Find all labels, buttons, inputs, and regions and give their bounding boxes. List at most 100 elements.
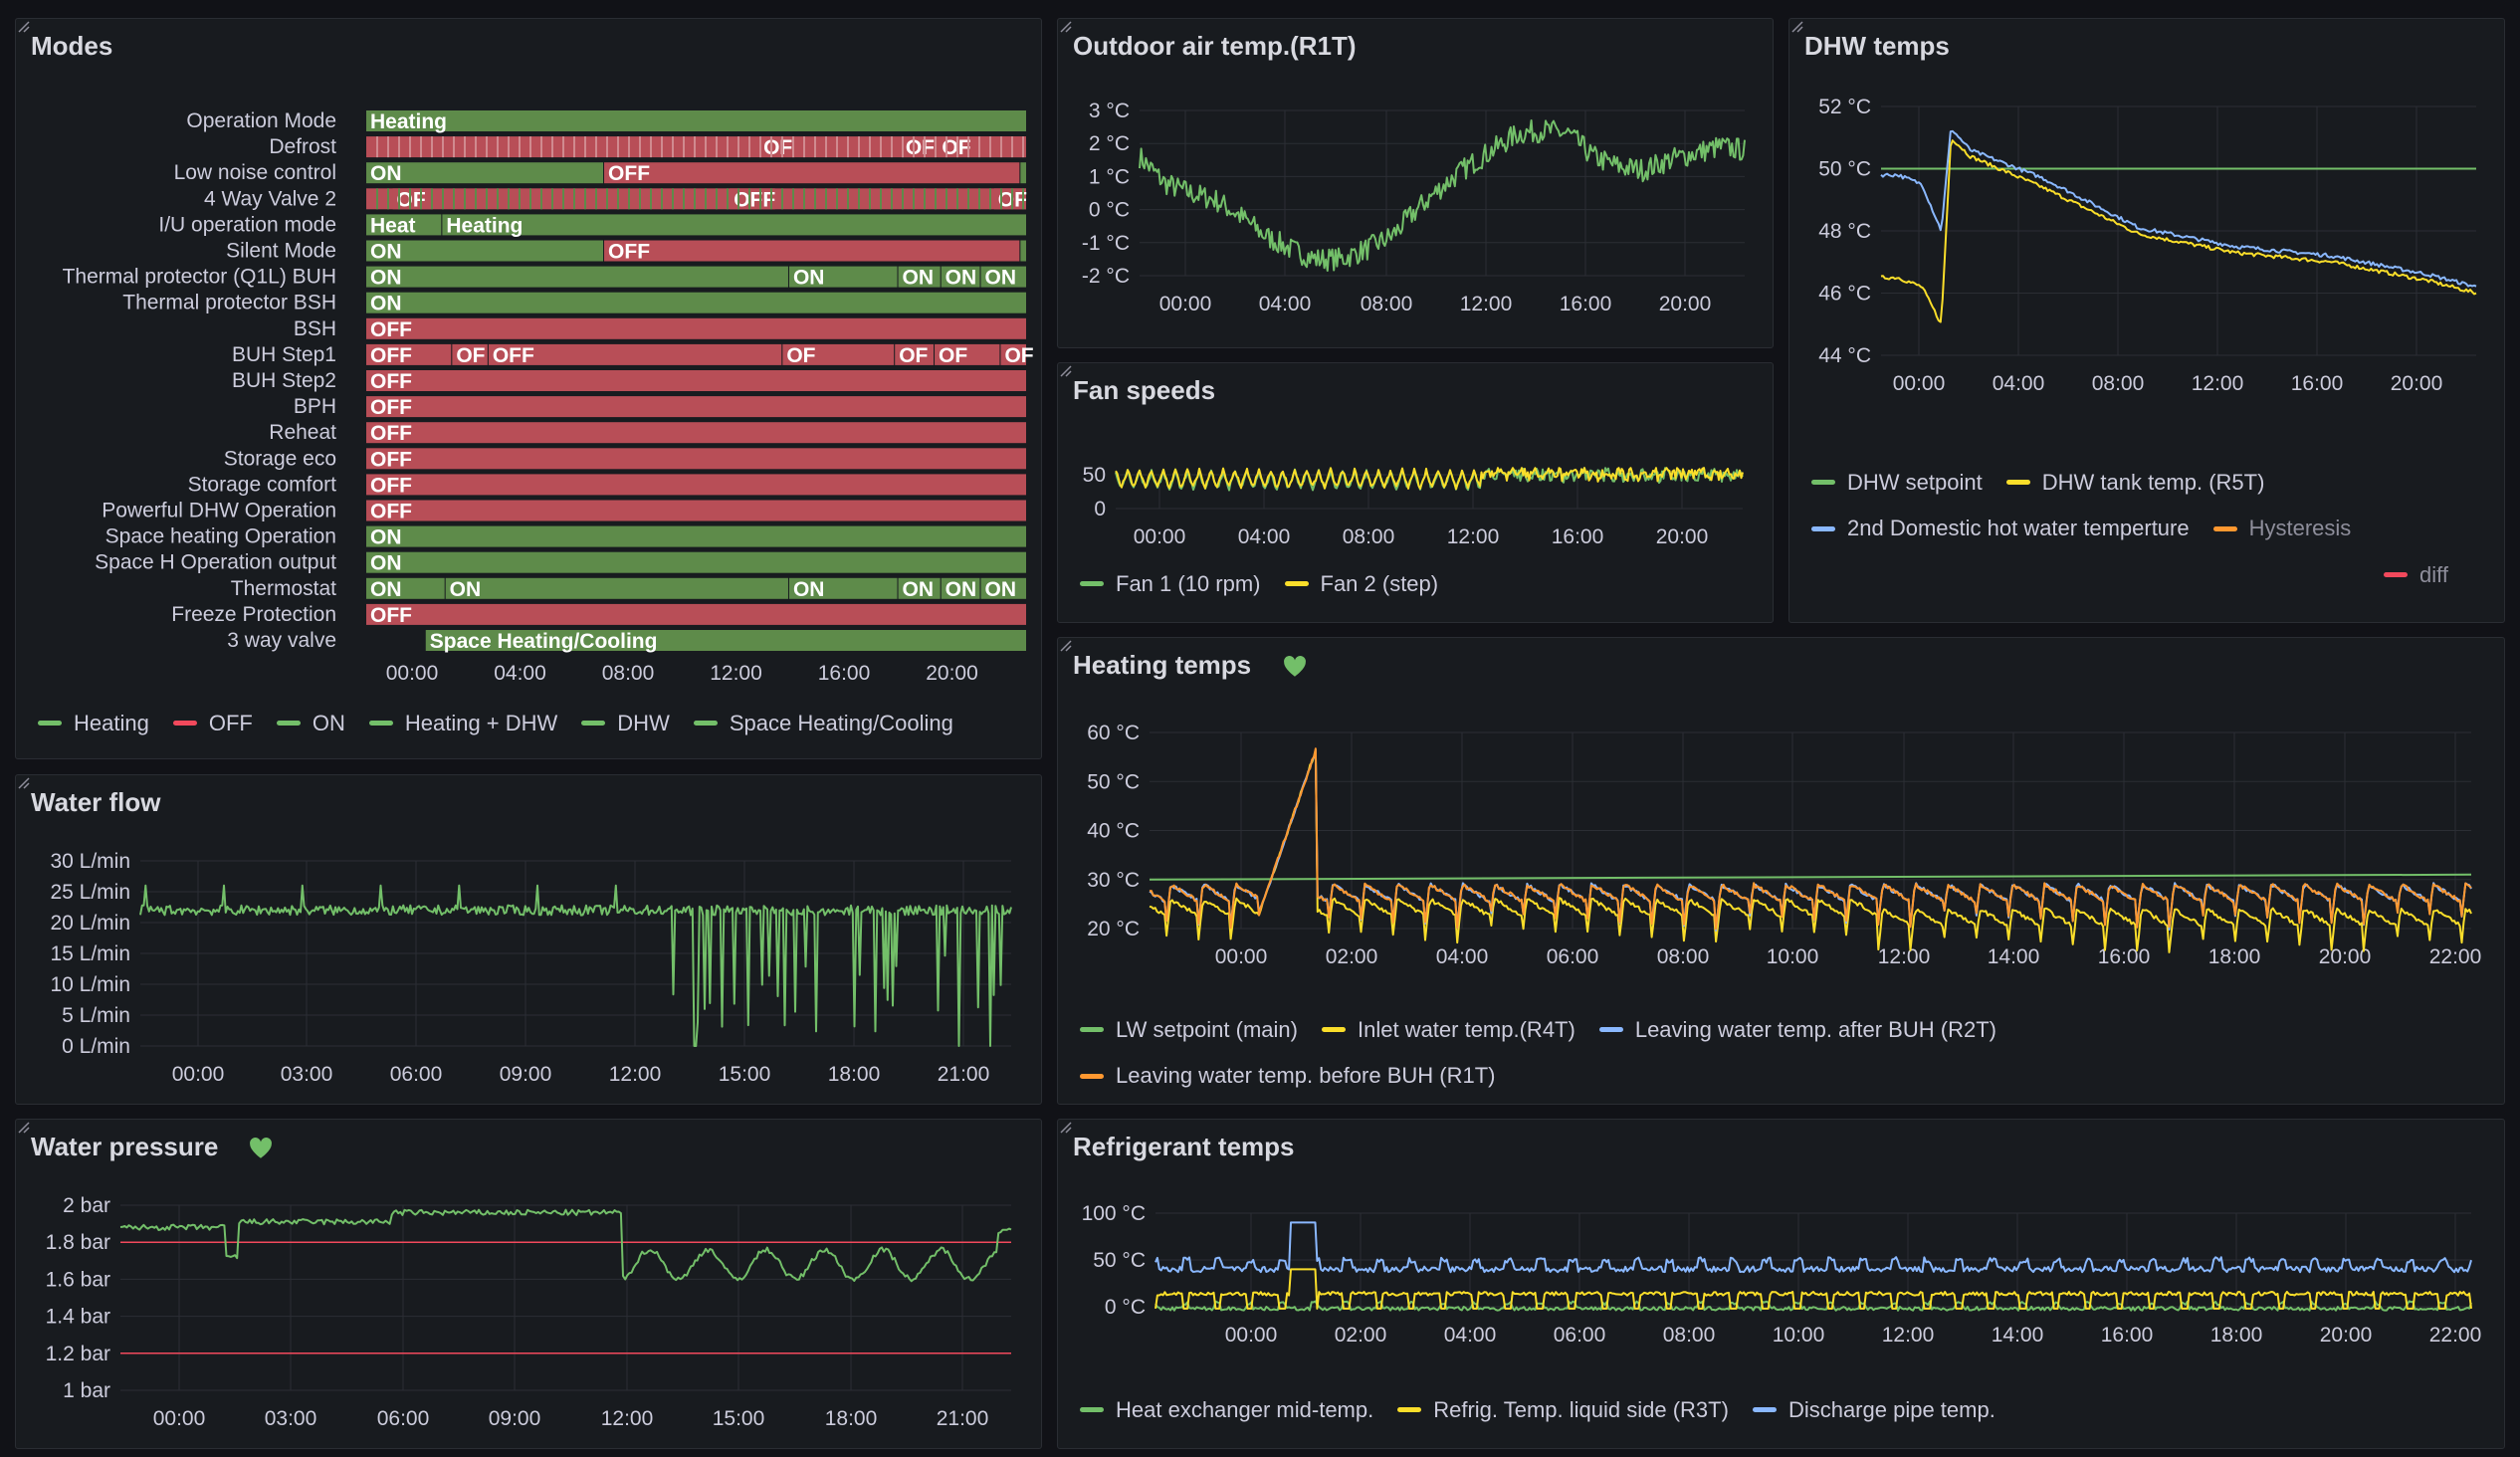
- state-tick: [1011, 188, 1013, 210]
- x-tick-label: 06:00: [377, 1407, 430, 1430]
- legend-item[interactable]: 2nd Domestic hot water temperture: [1811, 508, 2190, 549]
- x-tick-label: 16:00: [2291, 372, 2344, 395]
- legend-label: OFF: [208, 710, 253, 735]
- row-label: Low noise control: [174, 161, 336, 184]
- x-tick-label: 12:00: [1882, 1324, 1935, 1347]
- resize-handle-icon[interactable]: [1789, 19, 1803, 33]
- x-tick-label: 00:00: [153, 1407, 206, 1430]
- resize-handle-icon[interactable]: [16, 1120, 30, 1134]
- legend-item[interactable]: Leaving water temp. before BUH (R1T): [1080, 1055, 1496, 1097]
- state-label: ON: [450, 578, 482, 601]
- y-tick-label: 0 °C: [1105, 1296, 1146, 1319]
- x-tick-label: 09:00: [489, 1407, 541, 1430]
- legend-item[interactable]: DHW setpoint: [1811, 462, 1983, 504]
- outdoor-temp-chart: 3 °C 2 °C 1 °C 0 °C -1 °C -2 °C 00:00 04:00 08:0…: [1082, 100, 1746, 315]
- legend-label: DHW setpoint: [1847, 469, 1983, 495]
- heating-temps-panel[interactable]: Heating temps 60 °C 50 °C 40 °C 30 °C 20 °C 0…: [1057, 637, 2505, 1105]
- state-tick: [475, 136, 477, 158]
- legend-swatch: [1284, 581, 1309, 586]
- state-tick: [584, 136, 586, 158]
- x-tick-label: 00:00: [1225, 1324, 1278, 1347]
- y-tick-label: 1 bar: [63, 1379, 110, 1402]
- state-tick: [967, 136, 969, 158]
- legend-item[interactable]: Discharge pipe temp.: [1752, 1397, 1995, 1423]
- state-label: OFF: [370, 396, 412, 419]
- legend-item[interactable]: DHW tank temp. (R5T): [2005, 462, 2264, 504]
- state-segment: [366, 162, 604, 184]
- state-tick: [792, 188, 794, 210]
- fan-speeds-panel[interactable]: Fan speeds 50 0 00:00 04:00 08:00 12:00 16:00 2…: [1057, 362, 1774, 623]
- legend-item[interactable]: Space Heating/Cooling: [693, 711, 953, 736]
- legend-item[interactable]: LW setpoint (main): [1080, 1009, 1298, 1051]
- legend-swatch: [1752, 1407, 1777, 1412]
- state-tick: [508, 136, 510, 158]
- x-tick-label: 08:00: [2092, 372, 2145, 395]
- legend-item[interactable]: Hysteresis: [2212, 508, 2351, 549]
- state-tick: [978, 136, 980, 158]
- state-tick: [935, 136, 937, 158]
- state-label: ON: [793, 578, 825, 601]
- state-segment: [941, 577, 980, 599]
- resize-handle-icon[interactable]: [1058, 363, 1072, 377]
- water-flow-panel[interactable]: Water flow 30 L/min 25 L/min 20 L/min 15 L/…: [15, 774, 1042, 1105]
- legend-item[interactable]: Fan 1 (10 rpm): [1080, 571, 1261, 597]
- fan-speeds-chart: 50 0 00:00 04:00 08:00 12:00 16:00 20:00: [1083, 464, 1744, 548]
- legend-swatch: [693, 721, 718, 726]
- row-label: Thermostat: [231, 577, 336, 600]
- heart-icon[interactable]: [1282, 654, 1308, 680]
- state-segment: [366, 266, 788, 288]
- legend-item[interactable]: Fan 2 (step): [1284, 571, 1438, 597]
- state-segment: [941, 266, 980, 288]
- resize-handle-icon[interactable]: [16, 19, 30, 33]
- modes-panel[interactable]: Modes Operation Mode Heating Defrost OF OF OF…: [15, 18, 1042, 759]
- legend-item[interactable]: Heating + DHW: [368, 711, 557, 736]
- heart-icon[interactable]: [248, 1136, 274, 1161]
- legend-item[interactable]: ON: [276, 711, 345, 736]
- state-tick: [956, 188, 958, 210]
- state-label: Space Heating/Cooling: [430, 630, 658, 653]
- x-tick-label: 08:00: [1663, 1324, 1716, 1347]
- state-segment: [366, 396, 1026, 418]
- series-line: [1149, 748, 2472, 932]
- state-segment: [366, 110, 1026, 131]
- state-tick: [584, 188, 586, 210]
- y-tick-label: 1.2 bar: [46, 1343, 110, 1365]
- state-tick: [825, 188, 827, 210]
- x-tick-label: 06:00: [1547, 945, 1599, 968]
- state-tick: [748, 188, 750, 210]
- state-tick: [956, 136, 958, 158]
- resize-handle-icon[interactable]: [1058, 638, 1072, 652]
- resize-handle-icon[interactable]: [1058, 19, 1072, 33]
- x-tick-label: 08:00: [602, 662, 655, 685]
- resize-handle-icon[interactable]: [1058, 1120, 1072, 1134]
- x-tick-label: 12:00: [1878, 945, 1931, 968]
- legend-item[interactable]: DHW: [581, 711, 670, 736]
- state-tick: [727, 188, 729, 210]
- refrigerant-temps-panel[interactable]: Refrigerant temps 100 °C 50 °C 0 °C 00:00 02…: [1057, 1119, 2505, 1449]
- legend-item[interactable]: OFF: [172, 710, 253, 736]
- resize-handle-icon[interactable]: [16, 775, 30, 789]
- legend-item[interactable]: Inlet water temp.(R4T): [1321, 1009, 1575, 1051]
- state-tick: [781, 136, 783, 158]
- legend-item[interactable]: Refrig. Temp. liquid side (R3T): [1397, 1397, 1729, 1423]
- outdoor-temp-panel[interactable]: Outdoor air temp.(R1T) 3 °C 2 °C 1 °C 0 °C -…: [1057, 18, 1774, 348]
- state-tick: [529, 136, 531, 158]
- legend-item[interactable]: Heating: [38, 711, 149, 736]
- state-tick: [387, 136, 389, 158]
- water-pressure-panel[interactable]: Water pressure 2 bar 1.8 bar 1.6 bar 1.4 ba…: [15, 1119, 1042, 1449]
- legend-label: LW setpoint (main): [1116, 1016, 1298, 1042]
- y-tick-label: 2 bar: [63, 1194, 110, 1217]
- series-line: [1115, 467, 1744, 491]
- legend-swatch: [1397, 1407, 1422, 1412]
- dhw-temps-panel[interactable]: DHW temps 52 °C 50 °C 48 °C 46 °C 44 °C 00:00…: [1788, 18, 2505, 623]
- y-tick-label: 60 °C: [1087, 722, 1140, 744]
- legend-item[interactable]: diff: [2384, 554, 2448, 596]
- panel-title: Refrigerant temps: [1073, 1132, 1295, 1161]
- legend-swatch: [276, 721, 301, 726]
- legend-item[interactable]: Leaving water temp. after BUH (R2T): [1598, 1009, 1996, 1051]
- legend-swatch: [368, 721, 393, 726]
- state-tick: [945, 188, 947, 210]
- legend-item[interactable]: Heat exchanger mid-temp.: [1080, 1397, 1373, 1423]
- state-label: OFF: [608, 162, 650, 185]
- state-label: OFF: [370, 370, 412, 393]
